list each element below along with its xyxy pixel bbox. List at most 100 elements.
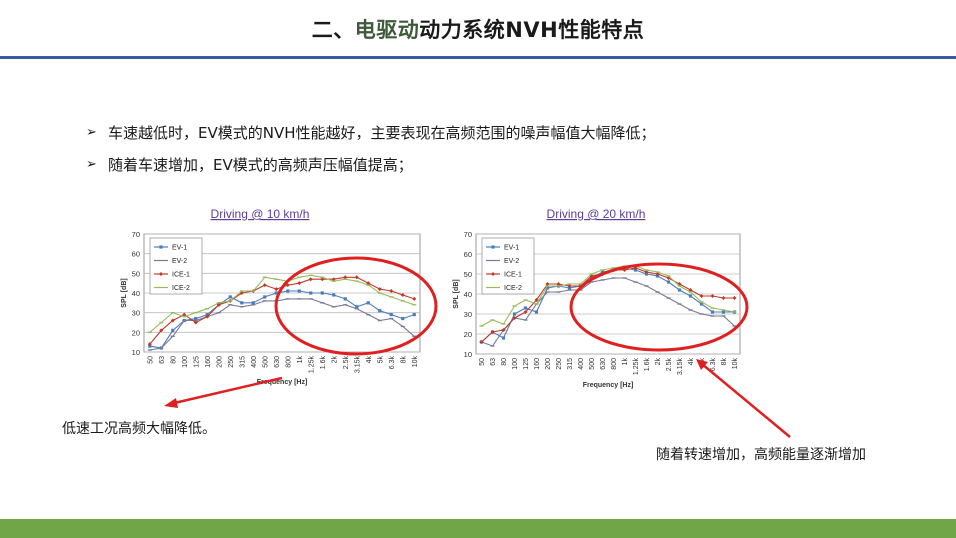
x-tick-label: 6.3k <box>710 358 717 372</box>
x-tick-label: 2.5k <box>666 358 673 372</box>
data-point <box>688 294 693 298</box>
data-point <box>710 310 715 314</box>
data-point <box>343 297 347 301</box>
data-point <box>732 296 737 300</box>
data-point <box>523 306 528 310</box>
arrow-bullet-icon: ➢ <box>86 156 97 172</box>
title-prefix: 二、 <box>311 18 355 42</box>
data-point <box>545 286 550 290</box>
data-point <box>512 312 517 316</box>
x-tick-label: 80 <box>170 356 177 364</box>
data-point <box>677 288 682 292</box>
x-tick-label: 315 <box>239 356 246 368</box>
data-point <box>377 287 382 292</box>
data-point <box>655 272 660 276</box>
legend-marker <box>491 245 495 249</box>
callout-arrowhead-left <box>164 398 178 408</box>
x-tick-label: 10k <box>732 358 739 370</box>
legend-label: ICE-2 <box>504 285 522 292</box>
highlight-ellipse-left <box>274 256 438 356</box>
data-point <box>400 292 405 297</box>
x-tick-label: 400 <box>578 358 585 370</box>
series-line <box>149 290 415 349</box>
data-point <box>309 291 313 295</box>
legend-label: ICE-2 <box>172 285 190 292</box>
data-point <box>699 302 704 306</box>
x-tick-label: 63 <box>159 356 166 364</box>
data-point <box>401 316 405 321</box>
title-rest: 动力系统NVH性能特点 <box>419 18 645 42</box>
data-point <box>412 296 417 301</box>
data-point <box>699 294 704 298</box>
data-point <box>534 298 539 302</box>
chart-20kmh-svg: Driving @ 20 km/h 10 20 30 40 50 60 70 50 63 80 100… <box>453 207 741 389</box>
data-point <box>378 309 382 313</box>
x-tick-label: 800 <box>285 356 292 368</box>
data-point <box>534 310 539 314</box>
data-point <box>297 289 301 293</box>
x-tick-label: 2k <box>331 356 338 364</box>
data-point <box>170 318 175 323</box>
x-tick-label: 3.15k <box>677 358 684 376</box>
x-axis-label: Frequency [Hz] <box>257 379 308 386</box>
y-tick-label: 30 <box>464 310 472 319</box>
data-point <box>721 310 726 314</box>
page-title: 二、电驱动动力系统NVH性能特点 <box>0 14 956 44</box>
data-point <box>171 328 175 332</box>
legend-label: ICE-1 <box>172 272 190 279</box>
data-point <box>556 282 561 286</box>
data-point <box>228 295 232 299</box>
x-tick-label: 50 <box>147 356 154 364</box>
x-tick-label: 1.6k <box>320 356 327 370</box>
data-point <box>274 291 278 295</box>
data-point <box>523 310 528 314</box>
data-point <box>320 277 325 282</box>
data-point <box>355 305 359 309</box>
highlight-ellipse-right <box>569 262 749 352</box>
chart-10kmh-svg: Driving @ 10 km/h 10 20 30 40 50 60 70 50 63 80 100… <box>121 207 421 386</box>
data-point <box>251 301 255 305</box>
x-tick-label: 4k <box>688 358 695 366</box>
data-point <box>412 313 416 317</box>
chart-title: Driving @ 20 km/h <box>547 207 646 221</box>
bullet-text: 随着车速增加，EV模式的高频声压幅值提高； <box>108 155 413 174</box>
legend-label: ICE-1 <box>504 272 522 279</box>
x-tick-label: 800 <box>611 358 618 370</box>
x-tick-label: 125 <box>523 358 530 370</box>
x-tick-label: 80 <box>501 358 508 366</box>
data-point <box>343 275 348 280</box>
bullet-list: ➢ 车速越低时，EV模式的NVH性能越好，主要表现在高频范围的噪声幅值大幅降低；… <box>86 116 886 180</box>
x-tick-label: 4k <box>366 356 373 364</box>
annotation-right: 随着转速增加，高频能量逐渐增加 <box>656 446 866 462</box>
data-point <box>644 270 649 274</box>
data-point <box>205 314 210 319</box>
x-tick-label: 200 <box>216 356 223 368</box>
x-tick-label: 3.15k <box>354 356 361 374</box>
x-tick-label: 500 <box>262 356 269 368</box>
data-point <box>159 328 164 333</box>
bullet-item: ➢ 随着车速增加，EV模式的高频声压幅值提高； <box>86 148 886 180</box>
y-tick-label: 40 <box>132 289 140 298</box>
x-tick-label: 8k <box>400 356 407 364</box>
data-point <box>194 316 198 321</box>
x-tick-label: 200 <box>545 358 552 370</box>
y-tick-label: 30 <box>132 309 140 318</box>
legend-label: EV-1 <box>172 245 187 252</box>
data-point <box>501 336 506 340</box>
data-point <box>182 312 187 317</box>
y-tick-label: 20 <box>132 328 140 337</box>
y-tick-label: 10 <box>464 350 472 359</box>
x-axis-label: Frequency [Hz] <box>583 382 634 389</box>
bullet-text: 车速越低时，EV模式的NVH性能越好，主要表现在高频范围的噪声幅值大幅降低； <box>108 123 656 142</box>
x-tick-label: 500 <box>589 358 596 370</box>
data-point <box>366 301 370 305</box>
x-tick-label: 2.5k <box>343 356 350 370</box>
x-tick-label: 1k <box>622 358 629 366</box>
data-point <box>297 281 302 286</box>
x-tick-label: 400 <box>251 356 258 368</box>
data-point <box>147 342 152 347</box>
x-tick-label: 630 <box>274 356 281 368</box>
y-tick-label: 40 <box>464 290 472 299</box>
callout-line-left <box>169 376 283 406</box>
x-tick-label: 6.3k <box>389 356 396 370</box>
